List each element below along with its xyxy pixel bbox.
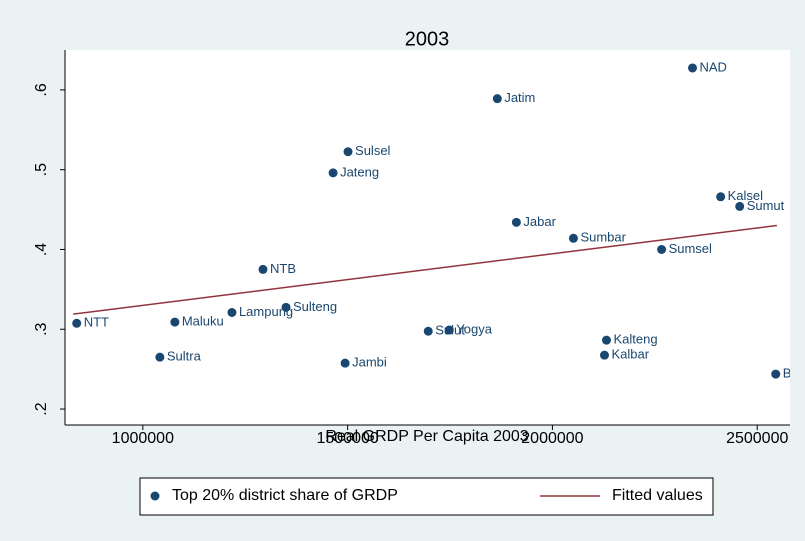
legend-label: Fitted values — [612, 487, 703, 504]
point — [281, 302, 291, 312]
y-tick-label: .2 — [33, 402, 50, 415]
point — [423, 326, 433, 336]
point — [343, 147, 353, 157]
legend-label: Top 20% district share of GRDP — [172, 487, 398, 504]
point — [688, 63, 698, 73]
x-tick-label: 1000000 — [112, 430, 174, 447]
point-label: Sumsel — [669, 241, 712, 256]
x-tick-label: 1500000 — [316, 430, 378, 447]
fit-line — [73, 224, 777, 315]
point-label: Kalteng — [613, 332, 657, 347]
point-label: Jambi — [352, 355, 387, 370]
point — [340, 358, 350, 368]
point — [328, 168, 338, 178]
x-tick-label: 2000000 — [521, 430, 583, 447]
point — [601, 335, 611, 345]
point — [258, 264, 268, 274]
y-tick-label: .4 — [33, 243, 50, 256]
point — [568, 233, 578, 243]
point-label: Sulsel — [355, 143, 391, 158]
point-label: Jabar — [523, 214, 556, 229]
point — [170, 317, 180, 327]
point — [771, 369, 781, 379]
point — [72, 318, 82, 328]
plot-area — [65, 50, 790, 425]
plot-marks — [72, 63, 781, 379]
point-label: Lampung — [239, 304, 293, 319]
y-tick-label: .3 — [33, 322, 50, 335]
point-label: Kalsel — [728, 188, 764, 203]
point-label: NTT — [84, 315, 109, 330]
point — [155, 352, 165, 362]
point — [227, 308, 237, 317]
point — [735, 201, 745, 211]
point — [492, 94, 502, 104]
point-label: Sulut — [435, 323, 465, 338]
point-label: Yogya — [456, 321, 492, 336]
point — [716, 192, 726, 202]
legend — [139, 477, 714, 516]
x-tick-label: 2500000 — [726, 430, 788, 447]
y-tick-label: .5 — [33, 163, 50, 176]
point — [444, 325, 454, 335]
point-label: Bali — [783, 366, 805, 381]
point-label: NAD — [700, 59, 727, 74]
point-label: Kalbar — [611, 347, 649, 362]
point — [657, 244, 667, 254]
point-label: Sulteng — [293, 299, 337, 314]
y-tick-label: .6 — [33, 83, 50, 96]
point-label: NTB — [270, 261, 296, 276]
legend-marker — [150, 491, 160, 501]
point-label: Sumbar — [580, 230, 626, 245]
point — [599, 350, 609, 360]
point-label: Sumut — [747, 198, 785, 213]
point-label: Jatim — [504, 90, 535, 105]
x-axis-title: Real GRDP Per Capita 2003 — [325, 428, 528, 445]
point-label: Jateng — [340, 164, 379, 179]
chart-title: 2003 — [405, 28, 450, 50]
point-label: Maluku — [182, 314, 224, 329]
point — [511, 217, 521, 227]
point-label: Sultra — [167, 349, 202, 364]
